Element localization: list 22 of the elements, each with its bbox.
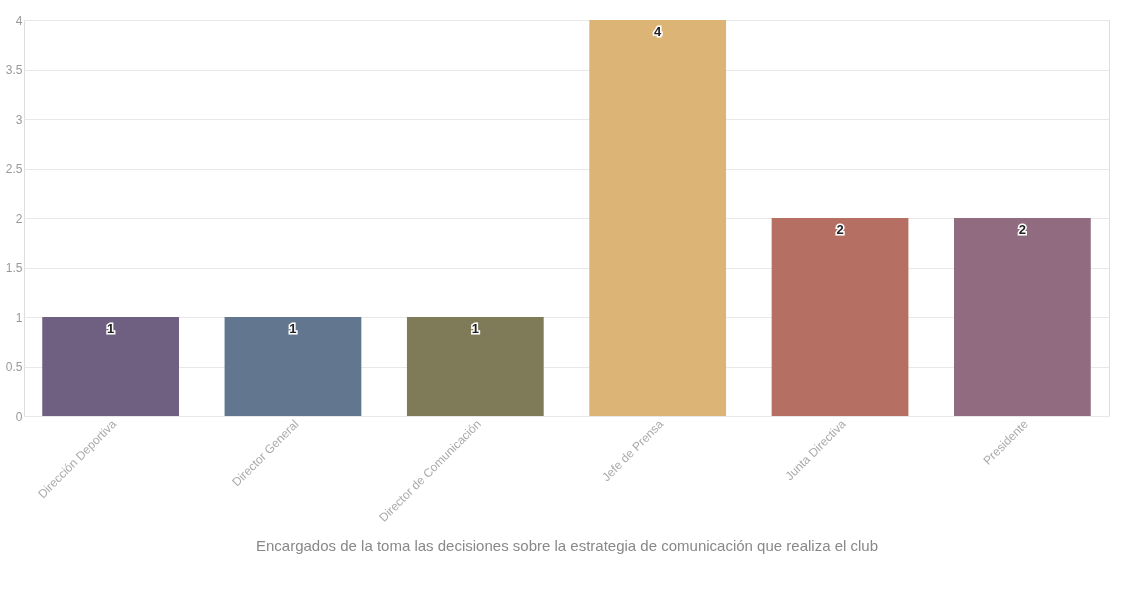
- y-tick-label: 3.5: [5, 63, 23, 77]
- bar: [771, 218, 909, 416]
- y-tick-label: 0: [15, 409, 23, 424]
- bar: [589, 20, 727, 416]
- y-tick-label: 2.5: [5, 162, 23, 176]
- bar: [42, 317, 179, 416]
- data-label: 1: [289, 321, 297, 336]
- y-tick-label: 0.5: [5, 360, 23, 374]
- x-axis-title: Encargados de la toma las decisiones sobre la estrategia de comunicación que realiza el club: [255, 536, 879, 554]
- data-label: 4: [654, 24, 663, 39]
- y-tick-label: 4: [15, 13, 23, 28]
- data-label: 2: [836, 222, 844, 237]
- data-label: 1: [471, 321, 479, 336]
- bar: [224, 317, 362, 416]
- y-tick-label: 1.5: [5, 261, 23, 275]
- bar: [954, 218, 1091, 416]
- y-tick-label: 2: [15, 211, 23, 226]
- bar: [406, 317, 544, 416]
- data-label: 2: [1018, 222, 1026, 237]
- y-tick-label: 1: [15, 310, 23, 325]
- data-label: 1: [107, 321, 115, 336]
- y-tick-label: 3: [15, 112, 23, 127]
